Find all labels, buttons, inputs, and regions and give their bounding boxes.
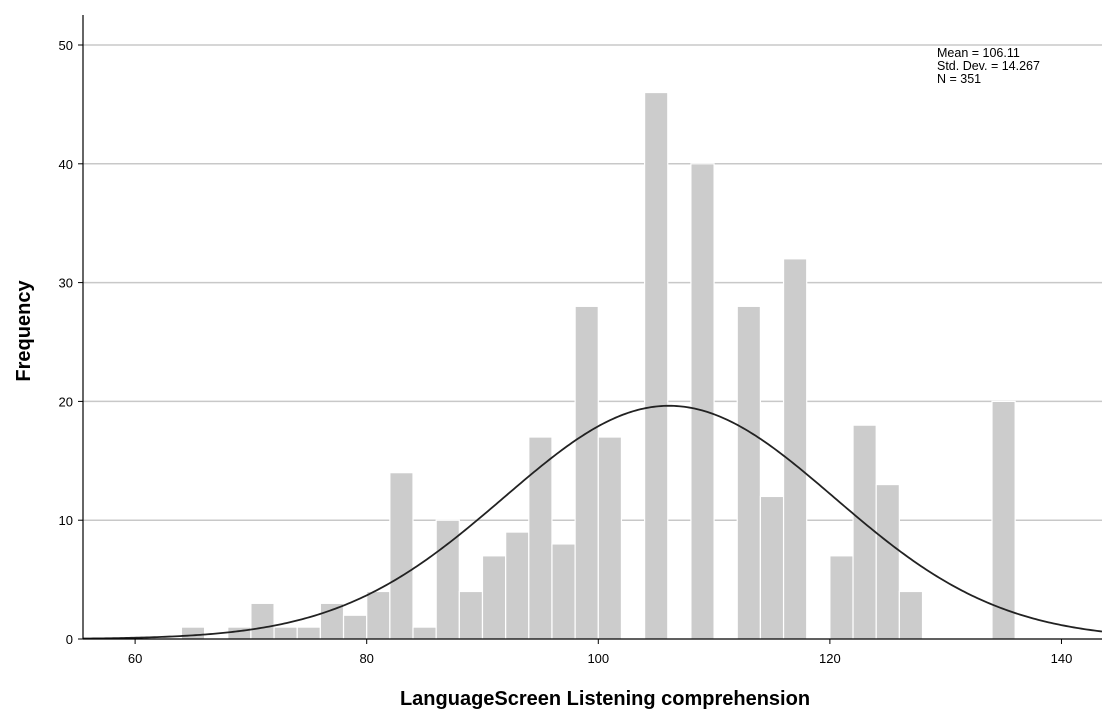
axes	[82, 15, 1102, 640]
histogram-bar	[412, 626, 437, 640]
stats-line: N = 351	[937, 72, 981, 86]
histogram-bar	[991, 400, 1016, 640]
histogram-bar	[250, 602, 275, 640]
x-tick-label: 80	[359, 651, 373, 666]
histogram-bar	[227, 626, 252, 640]
histogram-bar	[736, 305, 762, 640]
stats-box: Mean = 106.11 Std. Dev. = 14.267 N = 351	[937, 46, 1040, 86]
y-tick-label: 10	[59, 513, 73, 528]
tick-labels: 0 10 20 30 40 50 60 80 100 120 140	[59, 38, 1073, 666]
histogram-bar	[273, 626, 298, 640]
histogram-bar	[690, 163, 715, 640]
histogram-bar	[319, 602, 345, 640]
gridlines	[83, 44, 1102, 521]
y-tick-label: 30	[59, 276, 73, 291]
histogram-bars	[180, 91, 1016, 640]
histogram-bar	[875, 483, 900, 640]
histogram-bar	[481, 555, 507, 640]
histogram-bar	[829, 555, 854, 640]
histogram-bar	[458, 590, 484, 640]
histogram-bar	[597, 436, 623, 640]
stats-line: Std. Dev. = 14.267	[937, 59, 1040, 73]
stats-line: Mean = 106.11	[937, 46, 1020, 60]
x-tick-label: 120	[819, 651, 841, 666]
y-axis-title: Frequency	[13, 280, 35, 382]
x-axis-title: LanguageScreen Listening comprehension	[400, 688, 810, 710]
histogram-bar	[852, 424, 877, 640]
histogram-bar	[898, 590, 924, 640]
histogram-bar	[782, 258, 808, 640]
y-tick-label: 20	[59, 394, 73, 409]
x-tick-label: 100	[587, 651, 609, 666]
x-tick-label: 60	[128, 651, 142, 666]
histogram-bar	[366, 590, 391, 640]
histogram-bar	[551, 543, 576, 640]
y-tick-label: 50	[59, 38, 73, 53]
histogram-bar	[296, 626, 321, 640]
x-tick-label: 140	[1051, 651, 1073, 666]
histogram-bar	[759, 495, 785, 640]
normal-curve	[82, 404, 1102, 640]
y-tick-label: 40	[59, 157, 73, 172]
histogram-bar	[644, 91, 669, 640]
y-tick-label: 0	[66, 632, 73, 647]
histogram-bar	[342, 614, 368, 640]
histogram-bar	[180, 626, 206, 640]
histogram-bar	[505, 531, 530, 640]
histogram-bar	[574, 305, 599, 640]
histogram-bar	[389, 472, 414, 640]
normal-curve-layer	[82, 404, 1102, 640]
